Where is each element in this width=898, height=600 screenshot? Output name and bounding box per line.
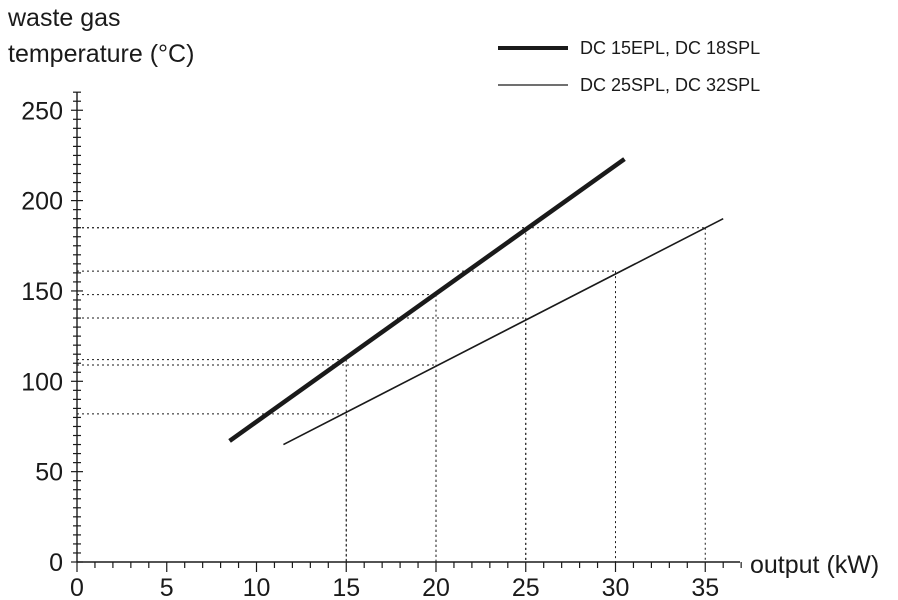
y-axis-title-line-2: temperature (°C) [8,40,194,68]
y-tick-label: 200 [21,188,63,216]
y-tick-label: 50 [35,459,63,487]
series-line-2 [283,217,724,446]
reference-lines [77,227,706,562]
x-tick-label: 25 [512,574,540,600]
x-tick-label: 30 [602,574,630,600]
y-tick-label: 100 [21,368,63,396]
x-tick-label: 15 [332,574,360,600]
x-tick-label: 10 [243,574,271,600]
x-tick-label: 5 [160,574,174,600]
series-lines [228,157,724,446]
y-axis-title-line-1: waste gas [7,4,121,32]
y-tick-label: 0 [49,549,63,577]
legend-label-series-2: DC 25SPL, DC 32SPL [580,75,760,95]
x-tick-label: 35 [691,574,719,600]
legend-label-series-1: DC 15EPL, DC 18SPL [580,38,760,58]
x-tick-label: 0 [70,574,84,600]
x-tick-label: 20 [422,574,450,600]
legend: DC 15EPL, DC 18SPL DC 25SPL, DC 32SPL [498,38,760,95]
axes: 0 5 10 15 20 25 30 35 0 50 100 150 200 250 [21,91,742,600]
x-axis-title: output (kW) [750,551,879,579]
y-tick-label: 150 [21,278,63,306]
y-tick-label: 250 [21,97,63,125]
series-line-1 [228,157,626,443]
